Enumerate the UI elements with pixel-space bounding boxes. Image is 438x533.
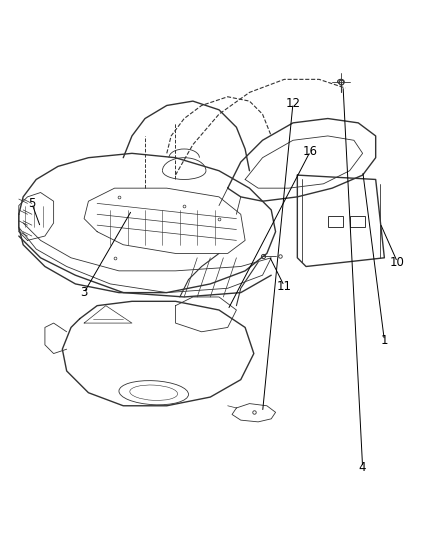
Text: 4: 4	[359, 461, 366, 474]
Text: 1: 1	[381, 334, 388, 347]
Text: 10: 10	[390, 256, 405, 269]
Text: 3: 3	[81, 286, 88, 299]
Text: 12: 12	[286, 97, 300, 110]
Text: 5: 5	[28, 197, 35, 210]
Text: 11: 11	[277, 280, 292, 293]
Text: 16: 16	[303, 144, 318, 158]
